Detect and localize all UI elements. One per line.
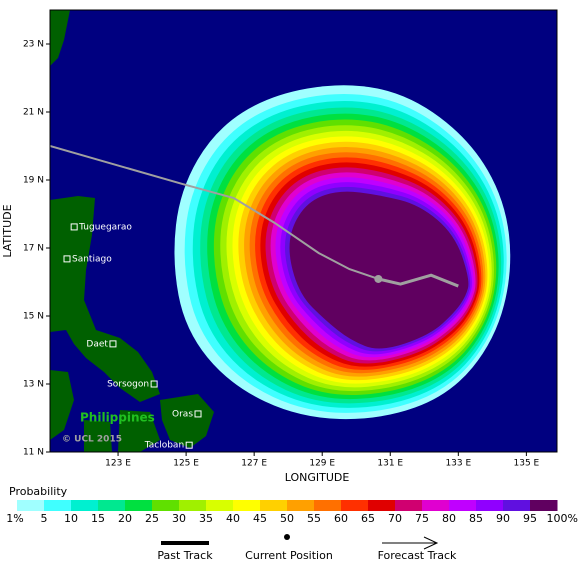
y-tick-label: 13 N xyxy=(23,380,44,390)
legend-swatch xyxy=(260,500,288,511)
place-marker xyxy=(150,380,158,388)
legend-swatch xyxy=(98,500,126,511)
y-tick-label: 15 N xyxy=(23,312,44,322)
legend-title: Probability xyxy=(9,485,68,498)
legend-swatch xyxy=(233,500,261,511)
y-axis-title: LATITUDE xyxy=(1,204,14,257)
legend-tick-label: 50 xyxy=(280,512,294,525)
legend-tick-label: 80 xyxy=(442,512,456,525)
legend-swatch xyxy=(206,500,234,511)
y-tick-label: 11 N xyxy=(23,448,44,458)
watermark: © UCL 2015 xyxy=(62,435,122,445)
legend-tick-label: 70 xyxy=(388,512,402,525)
current-position xyxy=(374,274,383,283)
legend-swatch xyxy=(287,500,315,511)
legend-tick-label: 1% xyxy=(6,512,23,525)
legend-tick-label: 25 xyxy=(145,512,159,525)
legend-swatch xyxy=(530,500,558,511)
x-tick-label: 135 E xyxy=(514,459,540,469)
probability-band xyxy=(289,191,469,349)
place-label: Santiago xyxy=(72,254,112,264)
plot-frame xyxy=(49,9,558,453)
forecast-track-key xyxy=(382,536,439,550)
x-axis-title: LONGITUDE xyxy=(285,471,350,484)
legend-tick-label: 5 xyxy=(41,512,48,525)
legend-tick-label: 95 xyxy=(523,512,537,525)
place-marker xyxy=(70,223,78,231)
current-position-key xyxy=(284,534,290,540)
legend-tick-label: 20 xyxy=(118,512,132,525)
x-tick-label: 131 E xyxy=(377,459,403,469)
y-tick-label: 17 N xyxy=(23,244,44,254)
legend-swatch xyxy=(422,500,450,511)
legend-tick-label: 75 xyxy=(415,512,429,525)
legend-swatch xyxy=(368,500,396,511)
legend-tick-label: 90 xyxy=(496,512,510,525)
place-label: Daet xyxy=(86,339,108,349)
legend-swatch xyxy=(179,500,207,511)
legend-swatch xyxy=(395,500,423,511)
place-label: Sorsogon xyxy=(107,380,149,390)
legend-tick-label: 35 xyxy=(199,512,213,525)
place-label: Tuguegarao xyxy=(78,222,132,232)
place-label: Tacloban xyxy=(144,441,184,451)
place-marker xyxy=(194,410,202,418)
legend-swatch xyxy=(314,500,342,511)
forecast-track xyxy=(378,273,459,288)
legend-swatch xyxy=(476,500,504,511)
legend-swatch xyxy=(503,500,531,511)
legend-tick-label: 45 xyxy=(253,512,267,525)
legend-swatch xyxy=(44,500,72,511)
legend-tick-label: 30 xyxy=(172,512,186,525)
tracks xyxy=(50,145,459,288)
legend-tick-label: 15 xyxy=(91,512,105,525)
place-marker xyxy=(185,441,193,449)
y-tick-label: 21 N xyxy=(23,108,44,118)
x-tick-label: 125 E xyxy=(173,459,199,469)
legend-label: Current Position xyxy=(245,549,333,562)
y-tick-label: 23 N xyxy=(23,40,44,50)
legend-swatch xyxy=(125,500,153,511)
probability-field xyxy=(174,85,511,420)
country-label: Philippines xyxy=(80,411,155,425)
place-marker xyxy=(63,255,71,263)
legend-tick-label: 100% xyxy=(547,512,578,525)
legend-swatch xyxy=(341,500,369,511)
legend-tick-label: 85 xyxy=(469,512,483,525)
legend-swatch xyxy=(71,500,99,511)
y-tick-label: 19 N xyxy=(23,176,44,186)
legend-swatch xyxy=(449,500,477,511)
legend-tick-label: 65 xyxy=(361,512,375,525)
legend-label: Forecast Track xyxy=(378,549,457,562)
legend-tick-label: 55 xyxy=(307,512,321,525)
x-tick-label: 123 E xyxy=(105,459,131,469)
legend-swatch xyxy=(17,500,45,511)
x-tick-label: 133 E xyxy=(445,459,471,469)
x-tick-label: 129 E xyxy=(309,459,335,469)
place-marker xyxy=(109,340,117,348)
past-track xyxy=(50,145,379,280)
legend-swatch xyxy=(152,500,180,511)
place-label: Oras xyxy=(172,409,193,419)
legend-label: Past Track xyxy=(157,549,213,562)
x-tick-label: 127 E xyxy=(241,459,267,469)
map-layer xyxy=(50,10,511,452)
legend-tick-label: 60 xyxy=(334,512,348,525)
land xyxy=(50,10,214,452)
legend-tick-label: 10 xyxy=(64,512,78,525)
legend-tick-label: 40 xyxy=(226,512,240,525)
